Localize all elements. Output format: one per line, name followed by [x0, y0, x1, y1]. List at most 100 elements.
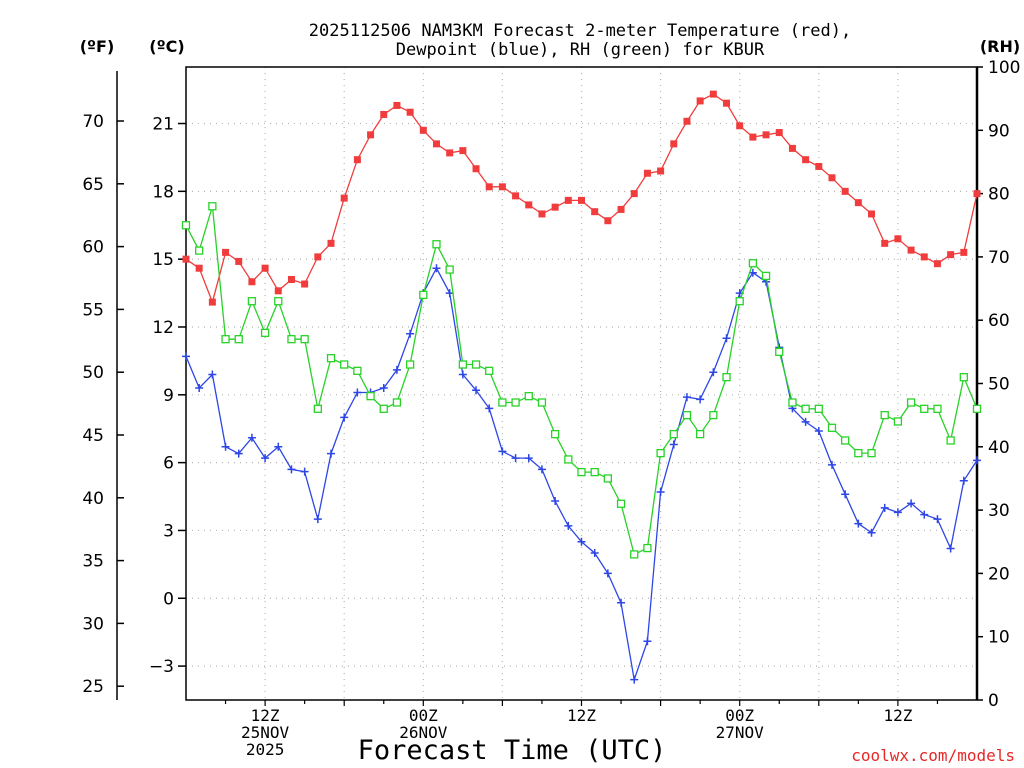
temperature-point — [485, 183, 493, 191]
temperature-point — [235, 257, 243, 265]
dewpoint-point — [313, 515, 322, 524]
dewpoint-point — [920, 510, 929, 519]
x-tick-label: 27NOV — [716, 723, 765, 742]
temperature-point — [261, 264, 269, 272]
dewpoint-point — [195, 384, 204, 393]
dewpoint-point — [353, 388, 362, 397]
rh-tick-label: 50 — [988, 375, 1010, 395]
rh-point — [379, 404, 388, 413]
celsius-tick-label: −3 — [149, 657, 174, 677]
temperature-point — [683, 117, 691, 125]
temperature-point — [828, 174, 836, 182]
temperature-point — [538, 210, 546, 218]
temperature-point — [933, 260, 941, 268]
rh-point — [419, 290, 428, 300]
dewpoint-point — [537, 465, 546, 474]
temperature-point — [696, 97, 704, 105]
temperature-point — [301, 280, 309, 288]
rh-tick-label: 0 — [988, 691, 999, 711]
fahrenheit-unit-label: (ºF) — [80, 37, 115, 56]
temperature-point — [894, 235, 902, 243]
dewpoint-point — [472, 386, 481, 395]
fahrenheit-tick-label: 60 — [82, 238, 104, 258]
temperature-point — [643, 169, 651, 177]
x-axis-title: Forecast Time (UTC) — [358, 735, 667, 766]
rh-point — [630, 550, 639, 559]
dewpoint-point — [577, 537, 586, 546]
dewpoint-point — [406, 329, 415, 338]
rh-point — [208, 202, 217, 211]
temperature-point — [564, 196, 572, 204]
celsius-tick-label: 15 — [152, 250, 174, 270]
dewpoint-point — [340, 413, 349, 422]
fahrenheit-tick-label: 65 — [82, 175, 104, 195]
dewpoint-point — [458, 370, 467, 379]
rh-tick-label: 80 — [988, 185, 1010, 205]
celsius-tick-label: 21 — [152, 115, 174, 135]
rh-point — [313, 404, 322, 413]
rh-point — [445, 265, 454, 274]
dewpoint-point — [379, 384, 388, 393]
rh-point — [801, 404, 810, 413]
temperature-point — [222, 248, 230, 256]
rh-point — [353, 366, 362, 375]
temperature-point — [775, 129, 783, 137]
rh-tick-label: 90 — [988, 121, 1010, 141]
temperature-point — [195, 264, 203, 272]
rh-point — [221, 335, 230, 344]
rh-tick-label: 100 — [988, 58, 1020, 78]
temperature-point — [881, 239, 889, 247]
x-tick-label: 26NOV — [399, 723, 448, 742]
temperature-point — [723, 99, 731, 107]
rh-point — [854, 448, 863, 458]
temperature-point — [947, 251, 955, 259]
rh-point — [722, 373, 731, 382]
temperature-point — [314, 253, 322, 261]
chart-title-line-1: 2025112506 NAM3KM Forecast 2-meter Tempe… — [309, 21, 851, 41]
rh-point — [616, 499, 626, 508]
rh-point — [656, 448, 665, 458]
temperature-point — [459, 147, 467, 155]
temperature-point — [630, 190, 638, 198]
dewpoint-point — [696, 395, 705, 404]
temperature-point — [182, 255, 190, 263]
rh-point — [748, 259, 758, 268]
dewpoint-point — [669, 440, 678, 449]
celsius-tick-label: 9 — [163, 386, 174, 406]
dewpoint-point — [208, 370, 217, 379]
data-series — [181, 90, 982, 684]
rh-point — [511, 398, 520, 407]
rh-point — [709, 410, 718, 420]
rh-point — [300, 335, 309, 344]
temperature-point — [657, 167, 665, 175]
rh-point — [761, 271, 771, 281]
rh-point — [893, 417, 903, 426]
rh-point — [946, 436, 955, 445]
dewpoint-point — [564, 521, 573, 530]
rh-point — [537, 398, 547, 407]
x-tick-label: 2025 — [246, 740, 285, 759]
fahrenheit-tick-label: 25 — [82, 677, 104, 697]
temperature-point — [367, 131, 375, 139]
temperature-point — [419, 126, 427, 134]
rh-point — [234, 335, 243, 344]
rh-point — [827, 423, 837, 432]
temperature-point — [868, 210, 876, 218]
x-tick-label: 12Z — [883, 706, 912, 725]
rh-point — [458, 360, 468, 369]
temperature-point — [973, 190, 981, 198]
temperature-point — [762, 131, 770, 139]
rh-point — [814, 404, 823, 413]
temperature-point — [274, 287, 282, 295]
dewpoint-point — [300, 467, 309, 476]
rh-point — [550, 429, 560, 439]
dewpoint-point — [682, 393, 691, 402]
dewpoint-point — [814, 426, 823, 435]
temperature-point — [353, 156, 361, 164]
temperature-point — [472, 165, 480, 173]
temperature-point — [802, 156, 810, 164]
rh-point — [669, 429, 678, 439]
temperature-point — [749, 133, 757, 141]
temperature-point — [498, 183, 506, 191]
temperature-point — [604, 217, 612, 225]
